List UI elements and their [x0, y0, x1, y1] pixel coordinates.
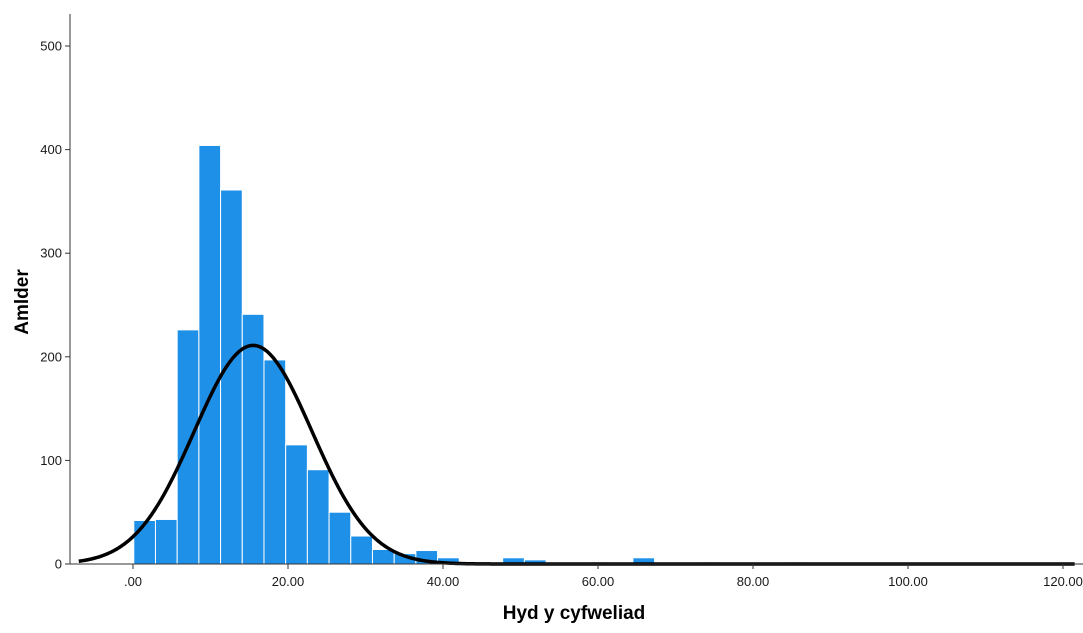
x-ticks-layer: .00 20.00 40.00 60.00 80.00 100.00 120.00 [124, 564, 1083, 589]
y-ticks-layer: 0 100 200 300 400 500 [40, 39, 70, 572]
x-axis-title: Hyd y cyfweliad [503, 603, 646, 624]
y-tick-label: 0 [55, 557, 62, 572]
histogram-bar [285, 444, 308, 565]
y-tick-label: 300 [40, 246, 62, 261]
histogram-bar [198, 144, 222, 565]
y-tick-label: 100 [40, 453, 62, 468]
histogram-bar [133, 519, 156, 565]
histogram-bar [154, 518, 178, 565]
x-tick-label: 120.00 [1043, 574, 1083, 589]
bars-layer [133, 144, 829, 565]
x-tick-label: 20.00 [272, 574, 305, 589]
x-tick-label: 40.00 [427, 574, 460, 589]
y-tick-label: 500 [40, 39, 62, 54]
x-tick-label: .00 [124, 574, 142, 589]
histogram-bar [306, 469, 330, 565]
histogram-bar [241, 313, 265, 565]
histogram-bar [328, 511, 352, 565]
histogram-bar [263, 359, 287, 565]
y-axis-title: Amlder [12, 269, 33, 335]
x-tick-label: 100.00 [888, 574, 928, 589]
y-tick-label: 400 [40, 142, 62, 157]
x-tick-label: 60.00 [582, 574, 615, 589]
y-tick-label: 200 [40, 349, 62, 364]
histogram-bar [220, 189, 243, 565]
histogram-bar [350, 535, 373, 565]
x-tick-label: 80.00 [737, 574, 770, 589]
